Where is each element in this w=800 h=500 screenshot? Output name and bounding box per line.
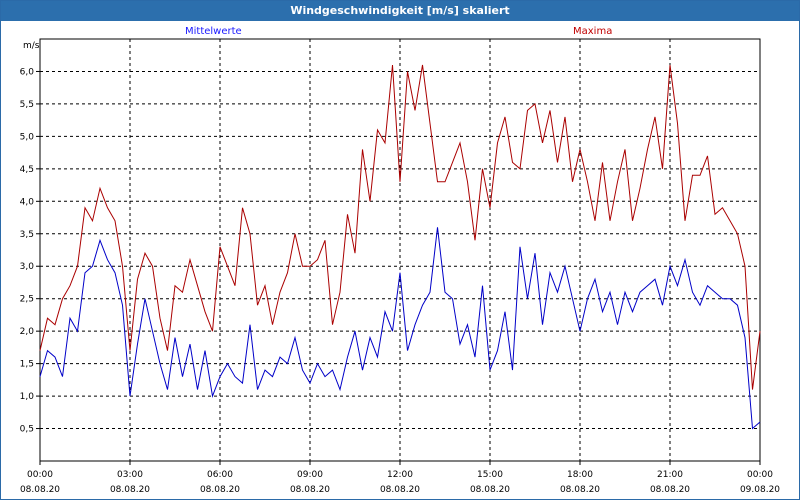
x-tick-date-label: 08.08.20 bbox=[470, 485, 510, 495]
x-tick-date-label: 08.08.20 bbox=[200, 485, 240, 495]
x-tick-date-label: 08.08.20 bbox=[560, 485, 600, 495]
y-tick-label: 3,0 bbox=[20, 262, 35, 272]
series-line-maxima bbox=[39, 64, 761, 390]
x-tick-time-label: 03:00 bbox=[117, 470, 143, 480]
y-tick-label: 2,5 bbox=[20, 295, 34, 305]
y-axis-ticks: 0,5 1,0 1,5 2,0 2,5 3,0 3,5 4,0 4,5 5,0 5,5 6,0 bbox=[20, 67, 40, 435]
y-tick-label: 1,5 bbox=[20, 360, 34, 370]
y-tick-label: 4,0 bbox=[20, 197, 35, 207]
x-tick-date-label: 08.08.20 bbox=[290, 485, 330, 495]
y-tick-label: 0,5 bbox=[20, 425, 34, 435]
x-tick-time-label: 12:00 bbox=[387, 470, 413, 480]
y-tick-label: 2,0 bbox=[20, 327, 35, 337]
legend-mittelwerte: Mittelwerte bbox=[185, 26, 242, 37]
x-tick-date-label: 08.08.20 bbox=[380, 485, 420, 495]
x-tick-time-label: 06:00 bbox=[207, 470, 233, 480]
series-lines bbox=[39, 64, 761, 430]
x-tick-time-label: 15:00 bbox=[477, 470, 503, 480]
x-axis-ticks: 00:00 08.08.20 03:00 08.08.20 06:00 08.08.20 0… bbox=[20, 461, 780, 495]
x-tick-time-label: 09:00 bbox=[297, 470, 323, 480]
grid-lines bbox=[40, 39, 760, 461]
x-tick-time-label: 21:00 bbox=[657, 470, 683, 480]
x-tick-time-label: 18:00 bbox=[567, 470, 593, 480]
x-tick-date-label: 08.08.20 bbox=[20, 485, 60, 495]
y-tick-label: 1,0 bbox=[20, 392, 35, 402]
y-tick-label: 5,5 bbox=[20, 100, 34, 110]
x-tick-time-label: 00:00 bbox=[27, 470, 53, 480]
x-tick-date-label: 08.08.20 bbox=[650, 485, 690, 495]
y-tick-label: 4,5 bbox=[20, 165, 34, 175]
x-tick-date-label: 08.08.20 bbox=[110, 485, 150, 495]
y-axis-unit: m/s bbox=[23, 41, 40, 51]
legend-maxima: Maxima bbox=[573, 26, 613, 37]
y-tick-label: 3,5 bbox=[20, 230, 34, 240]
series-line-mittelwerte bbox=[39, 227, 761, 430]
x-tick-date-label: 09.08.20 bbox=[740, 485, 780, 495]
y-tick-label: 6,0 bbox=[20, 67, 35, 77]
y-tick-label: 5,0 bbox=[20, 132, 35, 142]
x-tick-time-label: 00:00 bbox=[747, 470, 773, 480]
window-title: Windgeschwindigkeit [m/s] skaliert bbox=[1, 1, 799, 21]
